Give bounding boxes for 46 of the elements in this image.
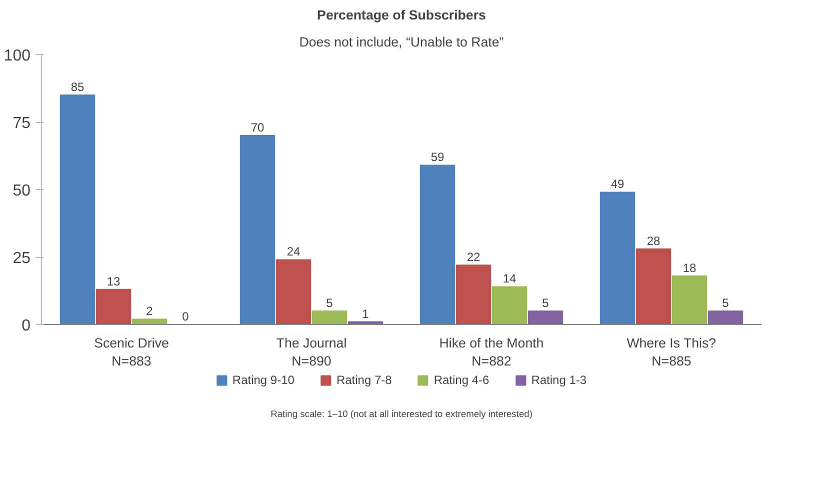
bar [96, 288, 132, 324]
bar [312, 310, 348, 324]
data-label: 28 [646, 234, 660, 248]
y-tick-label: 0 [22, 318, 31, 334]
bar [708, 310, 744, 324]
legend-label: Rating 4-6 [434, 373, 490, 387]
x-tick-label: Hike of the Month N=882 [439, 336, 544, 368]
bar [240, 135, 276, 324]
bar [528, 310, 564, 324]
bar [132, 318, 168, 324]
legend-label: Rating 7-8 [336, 373, 392, 387]
bar [600, 192, 636, 324]
data-label: 22 [466, 250, 480, 264]
x-tick-label: The Journal N=890 [276, 336, 347, 368]
x-tick-label: Scenic Drive N=883 [94, 336, 169, 368]
chart-subtitle: Does not include, “Unable to Rate” [299, 34, 504, 50]
y-tick-label: 100 [4, 48, 31, 64]
bar [456, 264, 492, 324]
data-label: 24 [286, 244, 300, 259]
data-label: 2 [146, 304, 154, 318]
y-tick-label: 50 [12, 182, 31, 200]
data-label: 18 [682, 260, 696, 275]
bar [60, 94, 96, 324]
data-label: 85 [70, 80, 84, 94]
bar [492, 286, 528, 324]
y-tick-label: 75 [12, 115, 31, 132]
data-label: 14 [502, 272, 516, 286]
chart-title: Percentage of Subscribers [317, 8, 486, 22]
legend-label: Rating 9-10 [232, 373, 294, 387]
bar [636, 248, 672, 324]
data-label: 5 [722, 296, 730, 310]
data-label: 5 [326, 296, 334, 310]
y-tick-label: 25 [12, 250, 31, 267]
data-label: 0 [182, 310, 190, 324]
legend-label: Rating 1-3 [531, 373, 587, 387]
bar [276, 259, 312, 324]
bar [420, 164, 456, 324]
text: Rating scale: 1–10 (not at all interested to extremely interested) [270, 409, 532, 419]
data-label: 59 [430, 150, 444, 164]
x-tick-label: Where Is This? N=885 [626, 336, 716, 368]
data-label: 1 [362, 306, 370, 321]
data-label: 49 [610, 177, 624, 192]
bar [672, 275, 708, 324]
data-label: 5 [542, 296, 550, 310]
data-label: 70 [250, 120, 264, 134]
data-label: 13 [106, 274, 120, 288]
